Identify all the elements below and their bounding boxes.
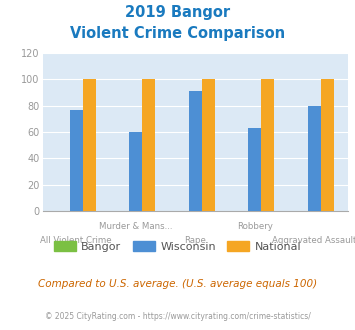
Text: Murder & Mans...: Murder & Mans... xyxy=(99,222,173,231)
Bar xyxy=(189,91,202,211)
Bar xyxy=(202,79,215,211)
Bar xyxy=(70,110,83,211)
Bar xyxy=(261,79,274,211)
Text: Compared to U.S. average. (U.S. average equals 100): Compared to U.S. average. (U.S. average … xyxy=(38,279,317,289)
Bar xyxy=(248,128,261,211)
Text: All Violent Crime: All Violent Crime xyxy=(40,236,112,245)
Text: Rape: Rape xyxy=(184,236,206,245)
Text: Aggravated Assault: Aggravated Assault xyxy=(272,236,355,245)
Text: Violent Crime Comparison: Violent Crime Comparison xyxy=(70,26,285,41)
Bar xyxy=(321,79,334,211)
Text: Robbery: Robbery xyxy=(237,222,273,231)
Text: 2019 Bangor: 2019 Bangor xyxy=(125,5,230,20)
Legend: Bangor, Wisconsin, National: Bangor, Wisconsin, National xyxy=(49,237,306,256)
Bar xyxy=(129,132,142,211)
Text: © 2025 CityRating.com - https://www.cityrating.com/crime-statistics/: © 2025 CityRating.com - https://www.city… xyxy=(45,312,310,321)
Bar xyxy=(83,79,96,211)
Bar xyxy=(308,106,321,211)
Bar xyxy=(142,79,155,211)
